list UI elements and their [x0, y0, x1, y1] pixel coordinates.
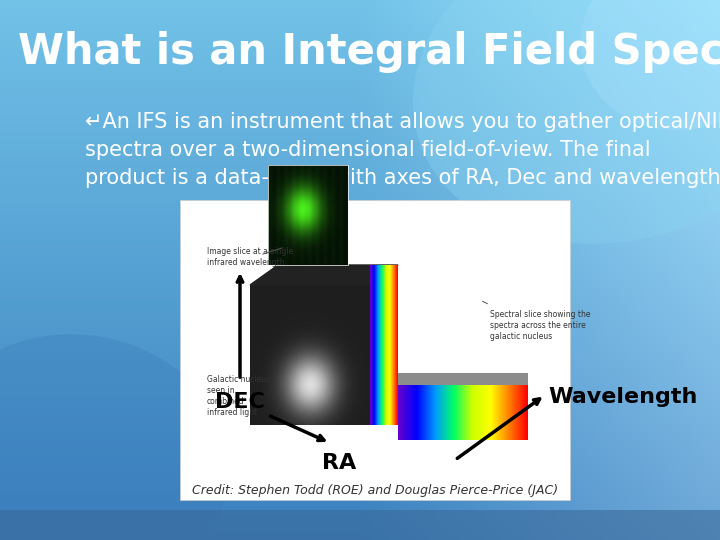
Bar: [398, 373, 528, 385]
Ellipse shape: [580, 0, 720, 130]
Bar: [268, 165, 348, 265]
Text: product is a data-cube, with axes of RA, Dec and wavelength.: product is a data-cube, with axes of RA,…: [85, 168, 720, 188]
Text: Galactic nucleus
seen in
combined
infrared light: Galactic nucleus seen in combined infrar…: [207, 375, 270, 417]
Bar: [180, 200, 570, 500]
Text: RA: RA: [322, 453, 356, 473]
Text: Image slice at a single
infrared wavelength: Image slice at a single infrared wavelen…: [207, 247, 293, 267]
Ellipse shape: [413, 0, 720, 244]
Text: Credit: Stephen Todd (ROE) and Douglas Pierce-Price (JAC): Credit: Stephen Todd (ROE) and Douglas P…: [192, 484, 558, 497]
Text: DEC: DEC: [215, 392, 265, 412]
Text: What is an Integral Field Spectrograph?: What is an Integral Field Spectrograph?: [18, 31, 720, 73]
Bar: [0, 510, 720, 540]
Text: spectra over a two-dimensional field-of-view. The final: spectra over a two-dimensional field-of-…: [85, 140, 651, 160]
Text: Spectral slice showing the
spectra across the entire
galactic nucleus: Spectral slice showing the spectra acros…: [490, 310, 590, 341]
Ellipse shape: [0, 334, 229, 540]
Text: ↵An IFS is an instrument that allows you to gather optical/NIR: ↵An IFS is an instrument that allows you…: [85, 112, 720, 132]
Polygon shape: [250, 265, 398, 285]
Bar: [0, 0, 720, 85]
Text: Wavelength: Wavelength: [548, 387, 698, 407]
